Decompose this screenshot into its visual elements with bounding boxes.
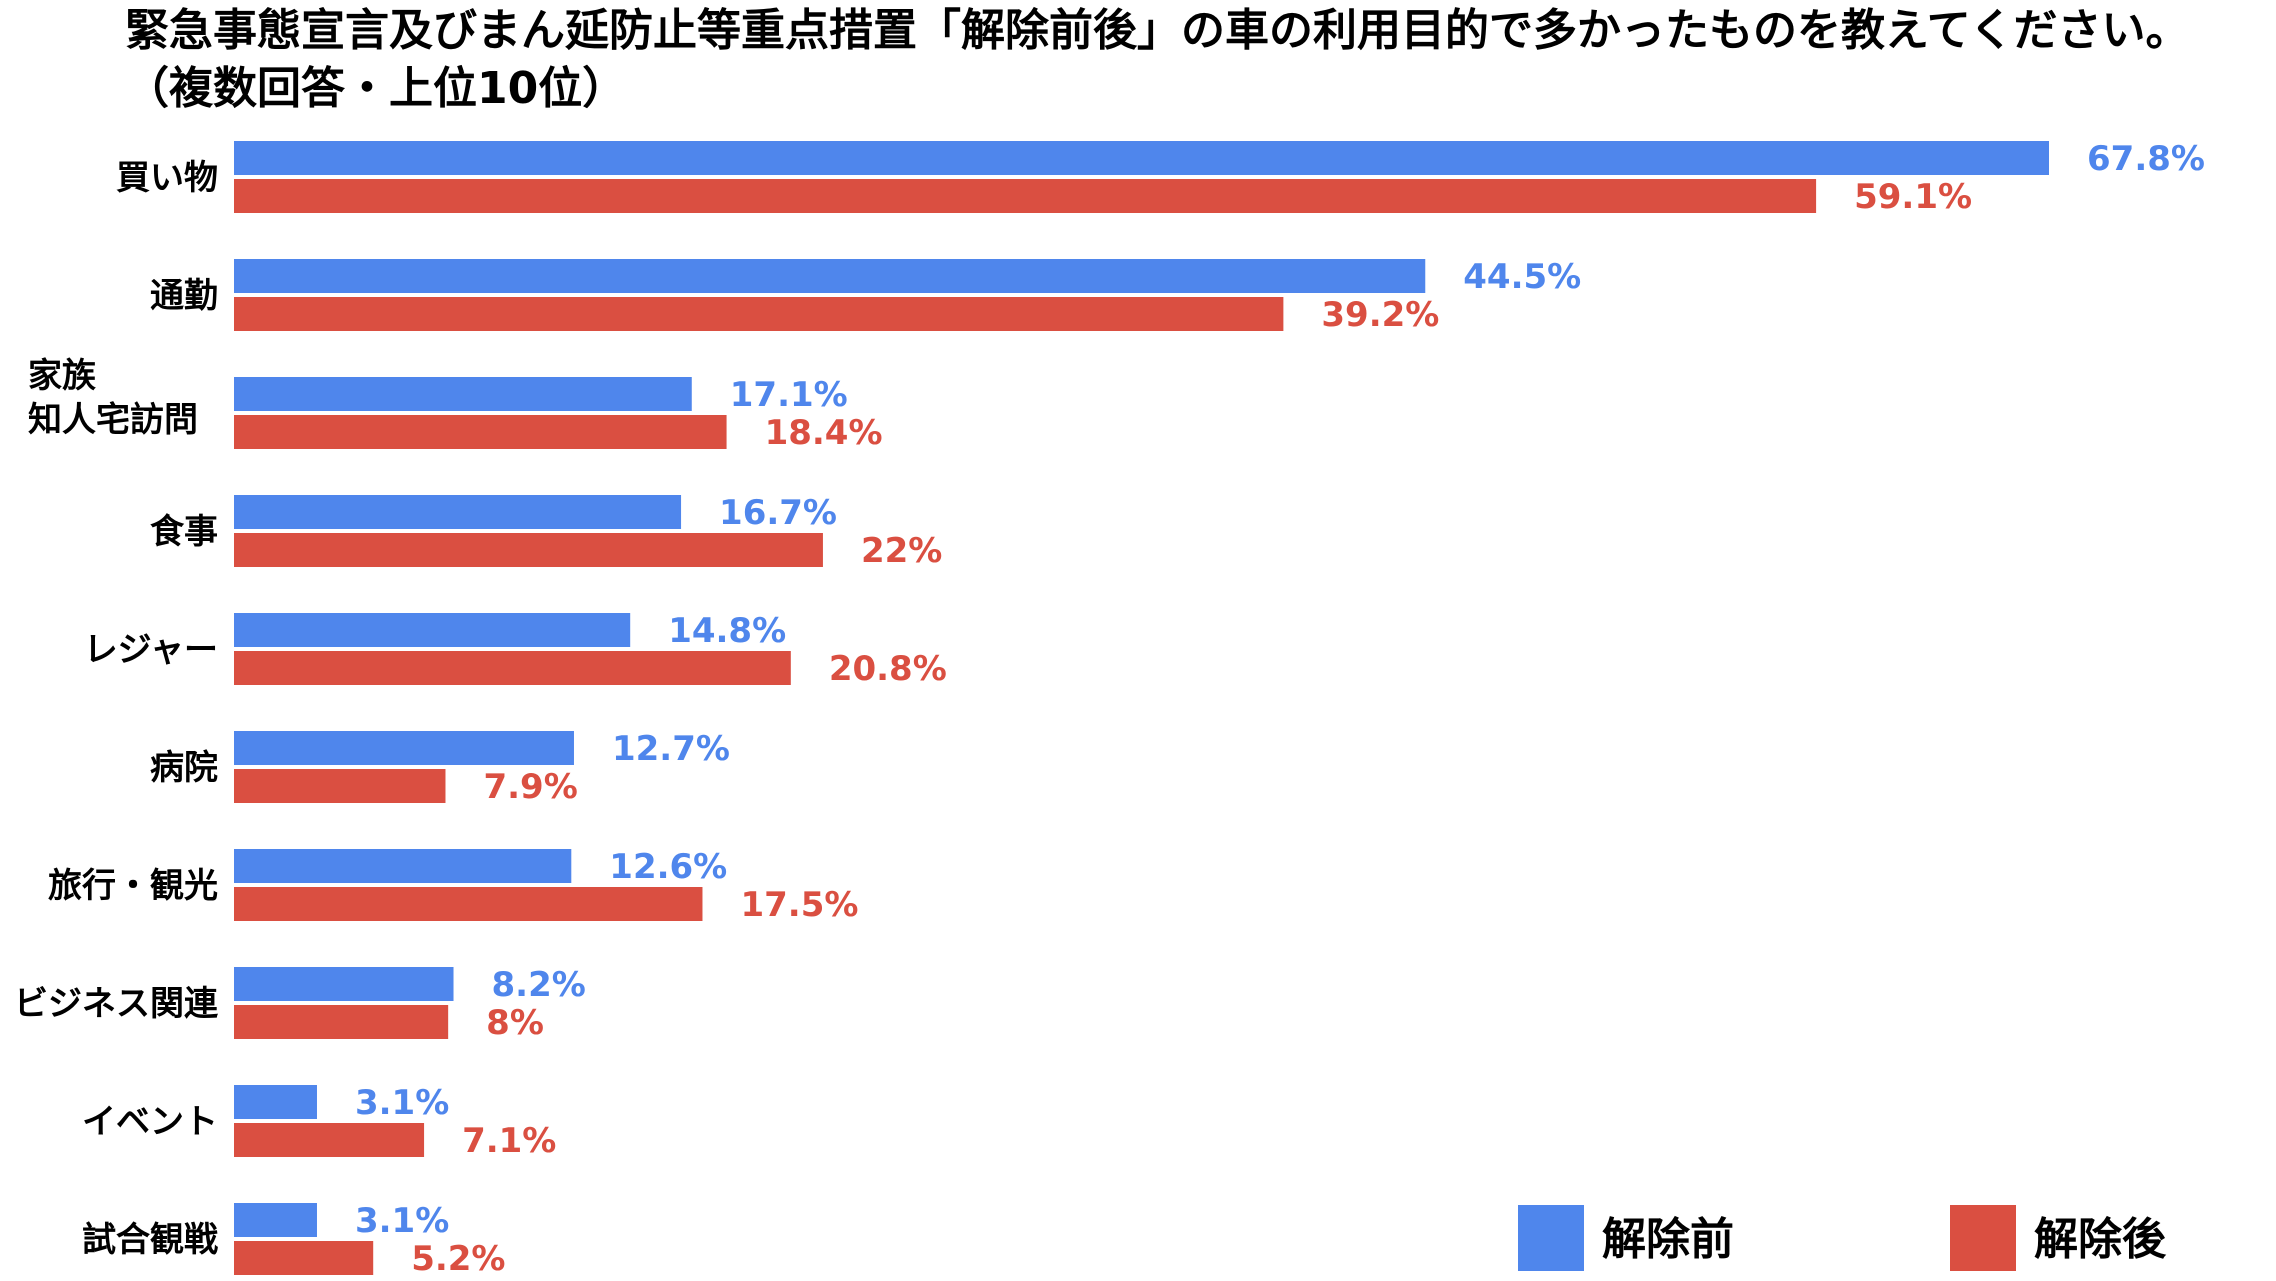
value-label-before: 3.1% <box>355 1083 449 1123</box>
chart-title: 緊急事態宣言及びまん延防止等重点措置「解除前後」の車の利用目的で多かったものを教… <box>125 5 2190 114</box>
bar-after <box>234 651 791 685</box>
value-label-before: 17.1% <box>730 375 848 415</box>
bar-after <box>234 769 446 803</box>
bar-before <box>234 967 454 1001</box>
value-label-before: 12.6% <box>609 847 727 887</box>
value-label-after: 20.8% <box>829 649 947 689</box>
category-label: レジャー <box>84 630 218 670</box>
value-label-before: 3.1% <box>355 1201 449 1241</box>
value-label-before: 14.8% <box>668 611 786 651</box>
bar-before <box>234 731 574 765</box>
bar-after <box>234 1123 425 1157</box>
category-label: 買い物 <box>116 158 218 198</box>
value-label-after: 39.2% <box>1321 295 1439 335</box>
value-label-before: 8.2% <box>492 965 586 1005</box>
bar-before <box>234 1203 317 1237</box>
value-label-before: 44.5% <box>1463 257 1581 297</box>
bar-after <box>234 533 823 567</box>
value-label-after: 18.4% <box>765 413 883 453</box>
bar-after <box>234 297 1284 331</box>
bar-before <box>234 141 2049 175</box>
bar-after <box>234 1241 374 1275</box>
bar-before <box>234 1085 317 1119</box>
bar-before <box>234 259 1426 293</box>
value-label-before: 12.7% <box>612 729 730 769</box>
bar-before <box>234 495 682 529</box>
bar-before <box>234 613 631 647</box>
category-label: 家族知人宅訪問 <box>28 356 198 440</box>
value-label-after: 7.1% <box>462 1121 556 1161</box>
value-label-after: 22% <box>861 531 942 571</box>
bar-after <box>234 415 727 449</box>
value-label-after: 59.1% <box>1854 177 1972 217</box>
category-label: ビジネス関連 <box>14 984 219 1024</box>
category-label: 通勤 <box>150 276 218 316</box>
value-label-after: 7.9% <box>483 767 577 807</box>
category-label: 旅行・観光 <box>48 866 218 906</box>
value-label-before: 67.8% <box>2087 139 2205 179</box>
value-label-after: 8% <box>486 1003 544 1043</box>
category-label: 試合観戦 <box>82 1220 218 1260</box>
bar-before <box>234 377 692 411</box>
value-label-after: 17.5% <box>740 885 858 925</box>
legend-label: 解除後 <box>2034 1214 2167 1265</box>
bar-after <box>234 1005 449 1039</box>
category-label: 食事 <box>150 512 218 552</box>
legend-label: 解除前 <box>1602 1214 1734 1265</box>
legend-swatch <box>1950 1205 2016 1271</box>
bar-before <box>234 849 572 883</box>
category-label: イベント <box>82 1102 218 1142</box>
category-label: 病院 <box>150 748 218 788</box>
bar-after <box>234 179 1817 213</box>
value-label-before: 16.7% <box>719 493 837 533</box>
value-label-after: 5.2% <box>411 1239 505 1279</box>
legend-swatch <box>1518 1205 1584 1271</box>
bar-after <box>234 887 703 921</box>
